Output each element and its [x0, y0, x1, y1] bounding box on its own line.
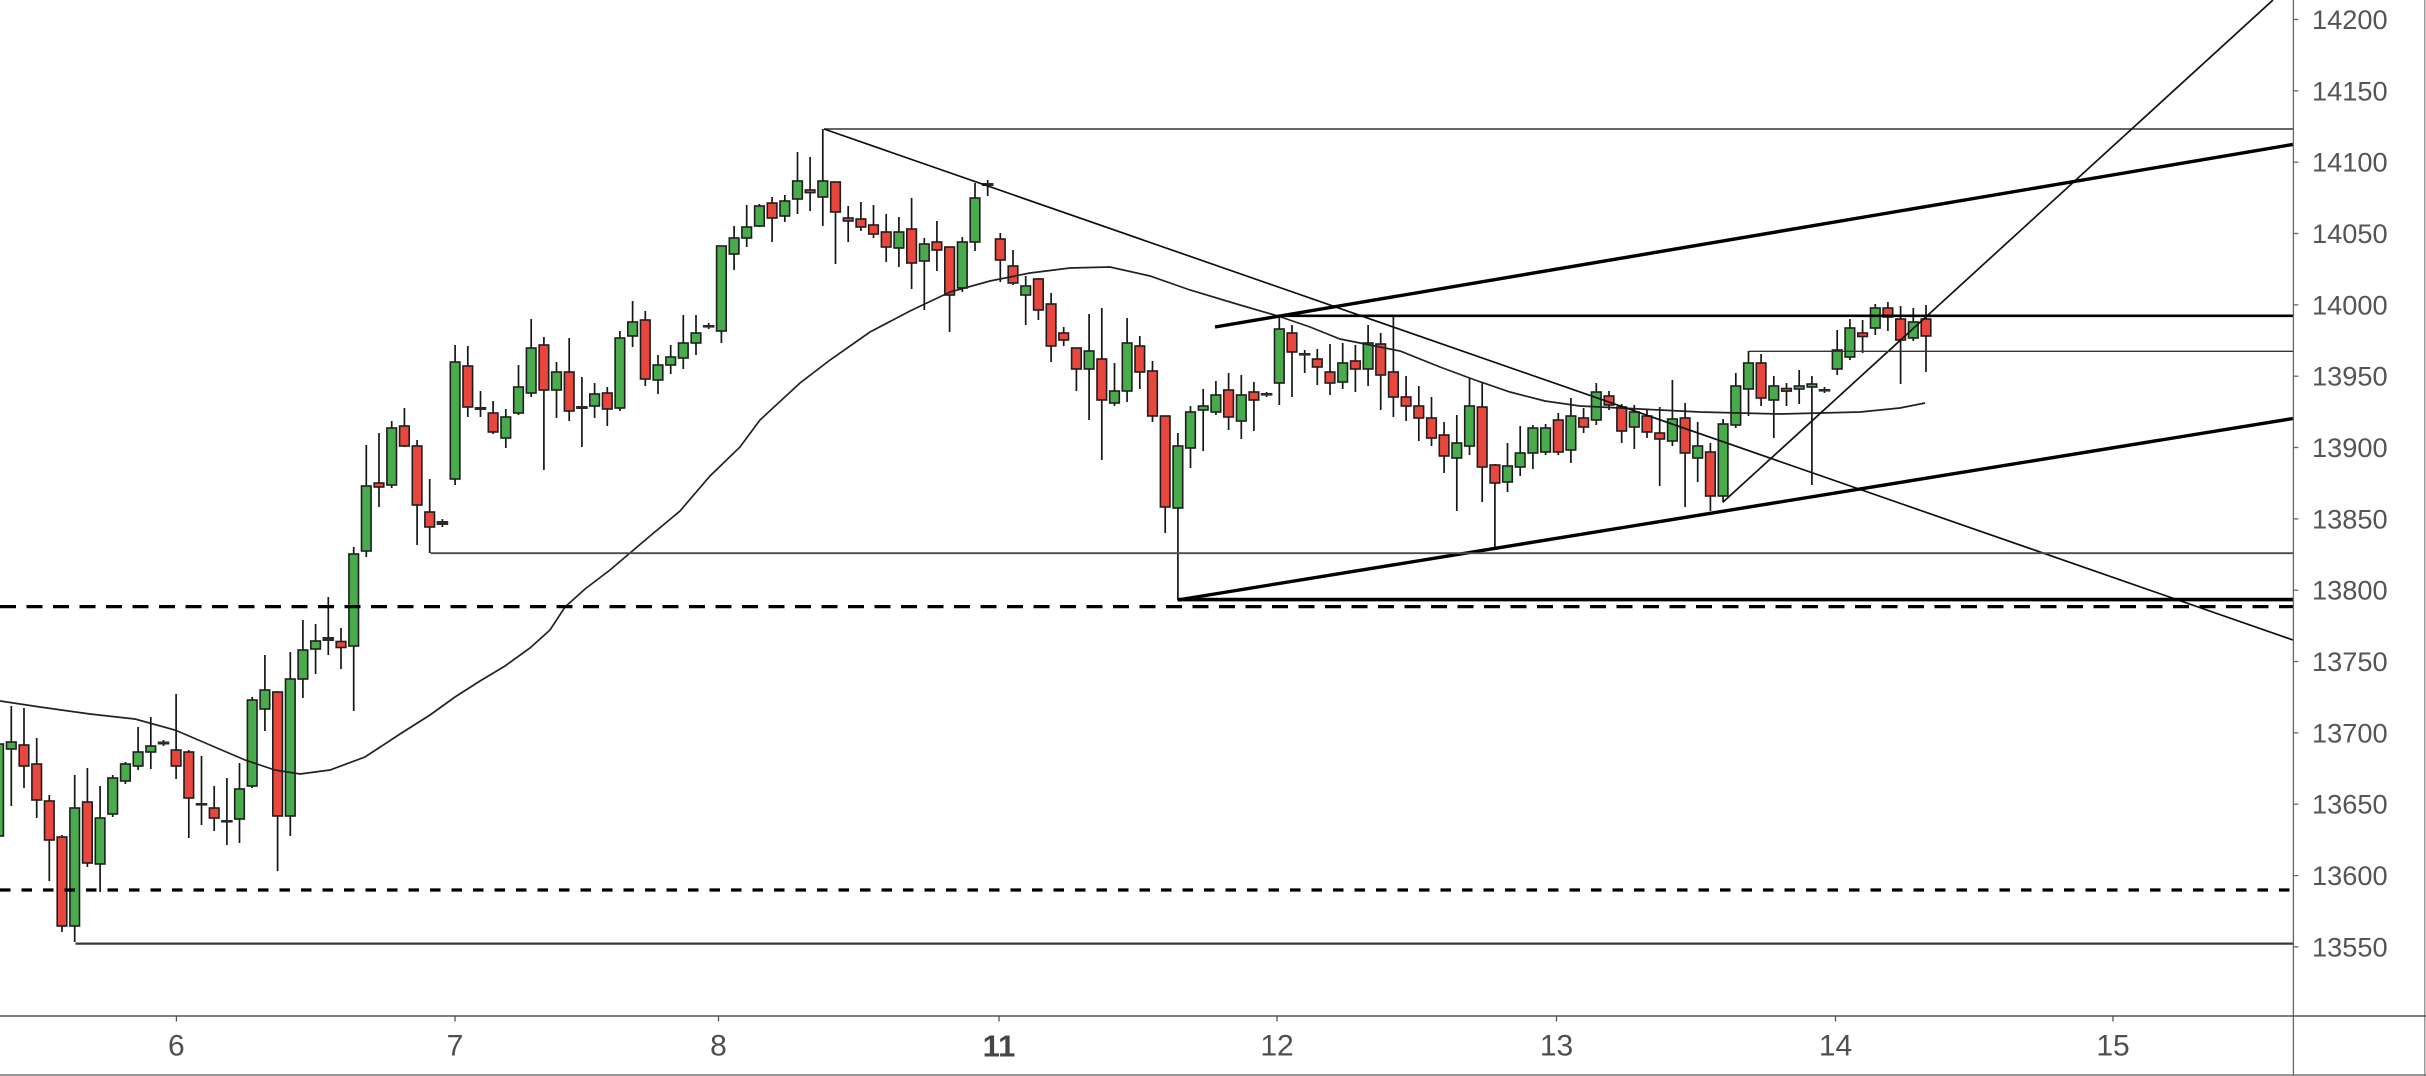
svg-text:13550: 13550 [2312, 931, 2388, 962]
svg-text:14050: 14050 [2312, 218, 2388, 249]
svg-text:12: 12 [1260, 1030, 1293, 1063]
svg-text:14200: 14200 [2312, 4, 2388, 35]
svg-text:15: 15 [2096, 1030, 2129, 1063]
svg-text:13850: 13850 [2312, 503, 2388, 534]
svg-text:14150: 14150 [2312, 75, 2388, 106]
svg-text:13700: 13700 [2312, 717, 2388, 748]
svg-text:13950: 13950 [2312, 361, 2388, 392]
svg-text:13600: 13600 [2312, 860, 2388, 891]
svg-text:13750: 13750 [2312, 646, 2388, 677]
svg-text:14: 14 [1819, 1030, 1852, 1063]
svg-text:13900: 13900 [2312, 432, 2388, 463]
svg-text:13650: 13650 [2312, 789, 2388, 820]
svg-text:13800: 13800 [2312, 575, 2388, 606]
svg-text:6: 6 [168, 1030, 185, 1063]
svg-text:14000: 14000 [2312, 289, 2388, 320]
svg-text:8: 8 [710, 1030, 727, 1063]
svg-text:7: 7 [447, 1030, 464, 1063]
svg-text:14100: 14100 [2312, 147, 2388, 178]
svg-text:11: 11 [983, 1029, 1016, 1064]
svg-text:13: 13 [1540, 1030, 1573, 1063]
